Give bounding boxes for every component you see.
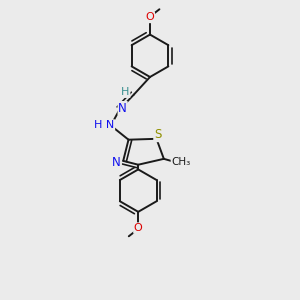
Text: N: N: [118, 102, 127, 115]
Text: O: O: [146, 13, 154, 22]
Text: O: O: [134, 223, 142, 233]
Text: H N: H N: [94, 120, 115, 130]
Text: H: H: [122, 87, 130, 97]
Text: CH₃: CH₃: [171, 158, 190, 167]
Text: N: N: [112, 156, 121, 169]
Text: S: S: [154, 128, 161, 142]
